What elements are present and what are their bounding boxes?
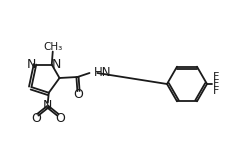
Text: O: O xyxy=(74,88,83,101)
Text: N: N xyxy=(43,99,52,112)
Text: HN: HN xyxy=(94,66,111,79)
Text: O: O xyxy=(31,112,41,125)
Text: O: O xyxy=(55,112,65,125)
Text: F: F xyxy=(213,79,219,89)
Text: F: F xyxy=(213,86,219,96)
Text: CH₃: CH₃ xyxy=(43,42,62,52)
Text: N: N xyxy=(26,58,36,71)
Text: N: N xyxy=(52,58,61,71)
Text: F: F xyxy=(213,72,219,82)
